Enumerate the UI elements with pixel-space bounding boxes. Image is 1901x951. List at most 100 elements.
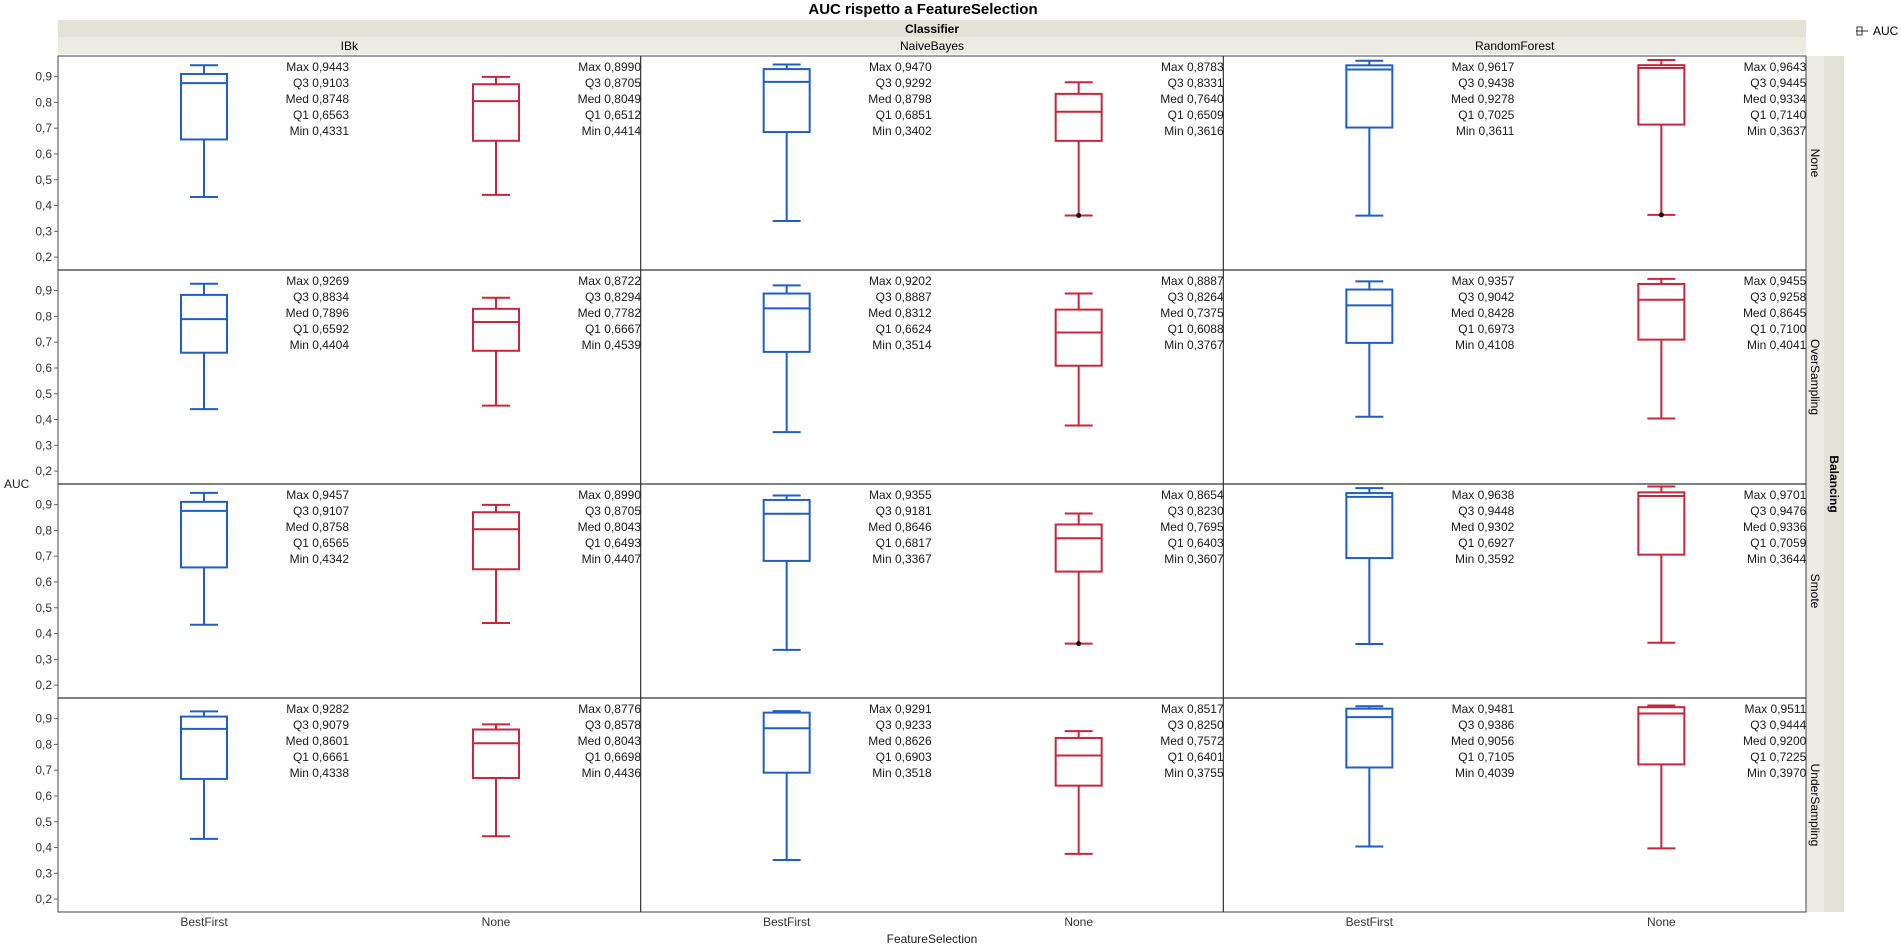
stat-q1: Q1 0,6973: [1458, 322, 1514, 336]
stat-min: Min 0,3592: [1455, 552, 1515, 566]
y-tick-label: 0,4: [35, 841, 52, 855]
y-tick-label: 0,7: [35, 549, 52, 563]
stat-q1: Q1 0,6927: [1458, 536, 1514, 550]
stat-label: Med: [868, 520, 895, 534]
stat-q3: Q3 0,9233: [876, 718, 932, 732]
stat-med: Med 0,8748: [286, 92, 350, 106]
stat-value: 0,6973: [1478, 322, 1515, 336]
stat-q3: Q3 0,8705: [585, 504, 641, 518]
stat-label: Max: [578, 702, 604, 716]
stat-label: Q3: [1168, 504, 1187, 518]
y-tick-label: 0,7: [35, 335, 52, 349]
stat-label: Q1: [1168, 108, 1187, 122]
stat-value: 0,6592: [312, 322, 349, 336]
classifier-label-ibk: IBk: [341, 39, 359, 53]
y-axis-oversampling: 0,2 0,3 0,4 0,5 0,6 0,7 0,8 0,9: [35, 284, 58, 478]
stat-label: Min: [582, 338, 605, 352]
stat-min: Min 0,3607: [1164, 552, 1224, 566]
stat-q1: Q1 0,6903: [876, 750, 932, 764]
stat-value: 0,7100: [1770, 322, 1807, 336]
stat-min: Min 0,4338: [290, 766, 350, 780]
stat-label: Med: [1160, 92, 1187, 106]
stat-med: Med 0,8758: [286, 520, 350, 534]
stat-value: 0,9448: [1478, 504, 1515, 518]
stat-label: Max: [286, 488, 312, 502]
stat-q3: Q3 0,8294: [585, 290, 641, 304]
stat-value: 0,8428: [1478, 306, 1515, 320]
stat-label: Max: [1452, 60, 1478, 74]
stat-min: Min 0,4414: [582, 124, 642, 138]
stat-label: Max: [869, 702, 895, 716]
stat-label: Med: [1160, 306, 1187, 320]
balancing-label-undersampling: UnderSampling: [1808, 764, 1822, 847]
stat-q1: Q1 0,6667: [585, 322, 641, 336]
stat-med: Med 0,8798: [868, 92, 932, 106]
stat-min: Min 0,4331: [290, 124, 350, 138]
y-tick-label: 0,4: [35, 199, 52, 213]
stat-q3: Q3 0,9448: [1458, 504, 1514, 518]
stat-q1: Q1 0,6851: [876, 108, 932, 122]
stat-q3: Q3 0,9042: [1458, 290, 1514, 304]
stat-value: 0,9302: [1478, 520, 1515, 534]
stat-label: Max: [578, 60, 604, 74]
stat-label: Min: [1747, 124, 1770, 138]
stat-value: 0,3637: [1770, 124, 1807, 138]
stat-value: 0,8043: [604, 734, 641, 748]
stat-min: Min 0,4108: [1455, 338, 1515, 352]
stat-med: Med 0,9302: [1451, 520, 1515, 534]
stat-label: Max: [1744, 488, 1770, 502]
stat-value: 0,6698: [604, 750, 641, 764]
stat-label: Q1: [1750, 108, 1769, 122]
y-tick-label: 0,8: [35, 737, 52, 751]
stat-value: 0,9107: [312, 504, 349, 518]
stat-label: Q3: [1168, 76, 1187, 90]
stat-label: Q1: [585, 536, 604, 550]
stat-label: Max: [1161, 60, 1187, 74]
box-iqr: [762, 711, 811, 774]
stat-med: Med 0,8043: [578, 520, 642, 534]
stat-label: Max: [1161, 488, 1187, 502]
stat-max: Max 0,9511: [1745, 702, 1807, 716]
stat-value: 0,9455: [1770, 274, 1807, 288]
stat-label: Med: [578, 306, 605, 320]
stat-q3: Q3 0,9079: [293, 718, 349, 732]
stat-value: 0,3402: [895, 124, 932, 138]
stat-value: 0,3514: [895, 338, 932, 352]
stat-q3: Q3 0,8331: [1168, 76, 1224, 90]
stat-q1: Q1 0,7025: [1458, 108, 1514, 122]
stat-q1: Q1 0,6661: [293, 750, 349, 764]
stat-q1: Q1 0,6592: [293, 322, 349, 336]
stat-min: Min 0,3767: [1164, 338, 1224, 352]
stat-label: Med: [1743, 734, 1770, 748]
stat-label: Med: [1160, 520, 1187, 534]
box-iqr: [1054, 92, 1103, 142]
stat-label: Q3: [1458, 718, 1477, 732]
stat-value: 0,7896: [312, 306, 349, 320]
stat-value: 0,9079: [312, 718, 349, 732]
stat-max: Max 0,8722: [578, 274, 641, 288]
box-iqr: [1054, 736, 1103, 787]
stat-value: 0,9269: [312, 274, 349, 288]
stat-label: Q1: [1750, 750, 1769, 764]
stat-label: Q3: [585, 290, 604, 304]
stat-min: Min 0,4404: [290, 338, 350, 352]
stat-value: 0,8654: [1187, 488, 1224, 502]
stat-value: 0,3607: [1187, 552, 1224, 566]
stat-label: Med: [286, 520, 313, 534]
stat-min: Min 0,3402: [872, 124, 932, 138]
stat-label: Min: [1455, 552, 1478, 566]
stat-label: Q1: [1750, 322, 1769, 336]
stat-value: 0,9443: [312, 60, 349, 74]
stat-max: Max 0,9470: [869, 60, 932, 74]
stat-label: Q1: [1750, 536, 1769, 550]
stat-label: Min: [1455, 338, 1478, 352]
